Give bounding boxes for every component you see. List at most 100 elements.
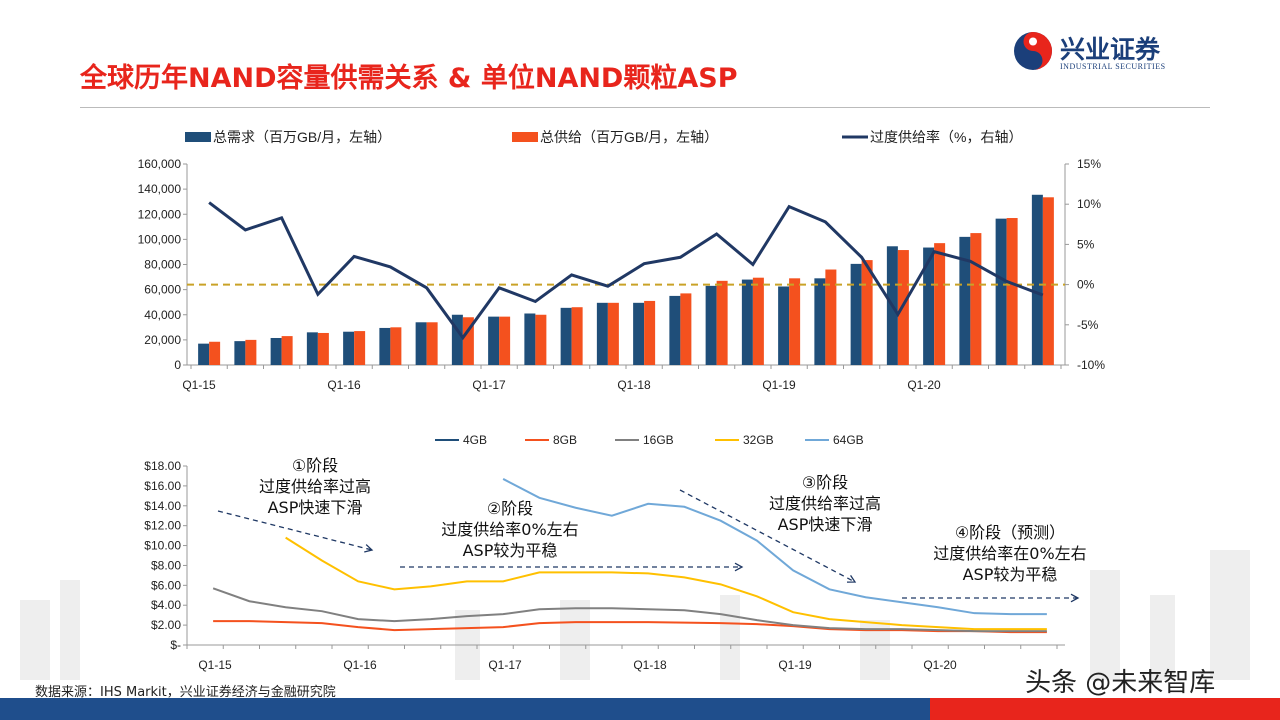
supply-bar	[789, 278, 801, 365]
annotation-line: 过度供给率0%左右	[441, 520, 579, 539]
data-source: 数据来源：IHS Markit，兴业证券经济与金融研究院	[35, 685, 336, 700]
asp-line-64GB	[502, 478, 1047, 616]
demand-bar	[198, 343, 210, 365]
annotation-line: ④阶段（预测）	[954, 523, 1066, 542]
legend-label: 32GB	[743, 433, 774, 447]
asp-line-16GB	[212, 587, 1047, 633]
asp-chart: $- $2.00 $4.00 $6.00 $8.00 $10.00 $12.00 $14.00…	[20, 433, 1250, 680]
arrowhead-icon	[846, 574, 857, 583]
supply-bar	[209, 341, 221, 365]
supply-bar	[317, 332, 329, 365]
supply-bar	[680, 293, 692, 365]
demand-bar	[560, 307, 572, 365]
x-tick-label: Q1-15	[198, 658, 232, 672]
y-tick-label: $18.00	[144, 459, 181, 473]
demand-bar	[778, 286, 790, 365]
supply-bar	[934, 243, 946, 365]
annotation-line: ASP快速下滑	[777, 515, 873, 534]
y-tick-label: 140,000	[138, 182, 182, 196]
watermark: 头条 @未来智库	[1025, 668, 1216, 698]
demand-bar	[705, 285, 717, 365]
demand-bar	[741, 279, 753, 365]
supply-bar	[462, 317, 474, 365]
annotation-stage-1: ①阶段 过度供给率过高 ASP快速下滑	[230, 455, 400, 518]
annotation-line: 过度供给率在0%左右	[933, 544, 1087, 563]
legend-label: 4GB	[463, 433, 487, 447]
annotation-line: 过度供给率过高	[258, 477, 371, 496]
y2-tick-label: 15%	[1077, 157, 1101, 171]
y-tick-label: 0	[174, 358, 181, 372]
x-tick-label: Q1-17	[488, 658, 522, 672]
footer-accent	[930, 698, 1280, 720]
legend-swatch	[512, 132, 538, 142]
annotation-line: ASP快速下滑	[267, 498, 363, 517]
annotation-line: ASP较为平稳	[962, 565, 1058, 584]
supply-bar	[354, 331, 366, 365]
x-tick-label: Q1-16	[327, 378, 361, 392]
logo: 兴业证券 INDUSTRIAL SECURITIES	[1012, 30, 1212, 75]
y2-tick-label: -5%	[1077, 318, 1099, 332]
supply-bar	[607, 302, 619, 365]
annotation-stage-4: ④阶段（预测） 过度供给率在0%左右 ASP较为平稳	[905, 522, 1115, 585]
supply-bar	[390, 327, 402, 365]
oversupply-rate-line	[208, 201, 1044, 341]
header-divider	[80, 107, 1210, 108]
arrowhead-icon	[1070, 593, 1080, 603]
annotation-stage-3: ③阶段 过度供给率过高 ASP快速下滑	[740, 472, 910, 535]
demand-bar	[343, 331, 355, 365]
supply-bar	[644, 300, 656, 365]
y2-tick-label: 10%	[1077, 197, 1101, 211]
demand-bar	[234, 341, 246, 365]
x-tick-label: Q1-20	[907, 378, 941, 392]
y-tick-label: $10.00	[144, 539, 181, 553]
annotation-line: ①阶段	[291, 456, 339, 475]
supply-bar	[752, 277, 764, 365]
y-tick-label: 160,000	[138, 157, 182, 171]
legend-swatch	[185, 132, 211, 142]
supply-bar	[1042, 197, 1054, 365]
annotation-stage-2: ②阶段 过度供给率0%左右 ASP较为平稳	[410, 498, 610, 561]
demand-bar	[850, 263, 862, 365]
skyline-decoration	[560, 600, 590, 680]
annotation-line: ③阶段	[801, 473, 849, 492]
y2-tick-label: 0%	[1077, 278, 1095, 292]
annotation-line: ②阶段	[486, 499, 534, 518]
demand-bar	[814, 278, 826, 365]
supply-bar	[825, 269, 837, 365]
supply-bar	[535, 314, 547, 365]
logo-emblem-icon	[1014, 32, 1052, 70]
supply-bar	[716, 280, 728, 365]
y2-tick-label: -10%	[1077, 358, 1105, 372]
stage-arrow	[679, 489, 856, 583]
supply-bar	[571, 307, 583, 365]
y2-tick-label: 5%	[1077, 237, 1095, 251]
demand-bar	[306, 332, 318, 365]
supply-bar	[861, 260, 873, 365]
legend-label: 过度供给率（%，右轴）	[870, 129, 1022, 145]
y-tick-label: $12.00	[144, 519, 181, 533]
x-tick-label: Q1-18	[633, 658, 667, 672]
demand-bar	[633, 302, 645, 365]
demand-bar	[669, 295, 681, 365]
slide-title: 全球历年NAND容量供需关系 & 单位NAND颗粒ASP	[80, 63, 738, 94]
footer-bar	[0, 698, 930, 720]
y-tick-label: 20,000	[144, 333, 181, 347]
supply-bar	[245, 339, 257, 365]
skyline-decoration	[1210, 550, 1250, 680]
demand-bar	[415, 322, 427, 365]
supply-bar	[281, 336, 293, 365]
legend-label: 16GB	[643, 433, 674, 447]
x-tick-label: Q1-19	[778, 658, 812, 672]
logo-name: 兴业证券	[1060, 35, 1161, 64]
y-tick-label: 40,000	[144, 308, 181, 322]
annotation-line: ASP较为平稳	[462, 541, 558, 560]
arrowhead-icon	[734, 562, 744, 572]
skyline-decoration	[720, 595, 740, 680]
x-tick-label: Q1-20	[923, 658, 957, 672]
demand-bar	[959, 236, 971, 365]
legend-label: 总供给（百万GB/月，左轴）	[540, 129, 718, 145]
demand-bar	[379, 327, 391, 365]
supply-bar	[1006, 218, 1018, 365]
y-tick-label: $-	[170, 638, 181, 652]
logo-english: INDUSTRIAL SECURITIES	[1060, 62, 1166, 71]
